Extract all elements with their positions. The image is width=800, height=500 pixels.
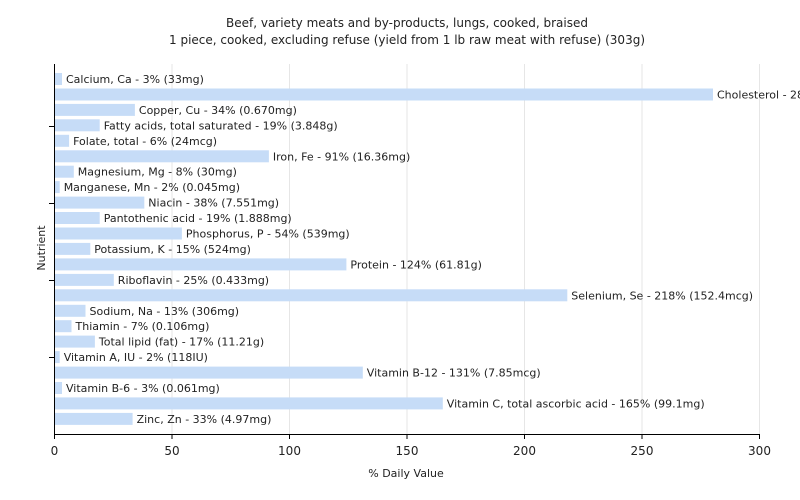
bar [55, 103, 135, 116]
bar-label: Vitamin B-6 - 3% (0.061mg) [66, 382, 220, 395]
bar-label: Potassium, K - 15% (524mg) [94, 243, 251, 256]
bar [55, 88, 713, 101]
bar [55, 134, 70, 147]
bar [55, 196, 145, 209]
y-axis-label: Nutrient [35, 225, 48, 271]
bar-label: Pantothenic acid - 19% (1.888mg) [104, 212, 292, 225]
bar-label: Vitamin C, total ascorbic acid - 165% (9… [447, 397, 705, 410]
bar-label: Thiamin - 7% (0.106mg) [75, 320, 210, 333]
bar [55, 258, 347, 271]
bar-label: Manganese, Mn - 2% (0.045mg) [64, 181, 240, 194]
bar-label: Zinc, Zn - 33% (4.97mg) [137, 413, 272, 426]
bar [55, 351, 60, 364]
bar [55, 382, 62, 394]
chart-subtitle: 1 piece, cooked, excluding refuse (yield… [169, 33, 645, 47]
bar-label: Iron, Fe - 91% (16.36mg) [273, 150, 410, 163]
x-tick-label: 0 [51, 444, 59, 458]
bar [55, 397, 443, 410]
bar-label: Vitamin A, IU - 2% (118IU) [64, 351, 208, 364]
bar-label: Riboflavin - 25% (0.433mg) [118, 274, 269, 287]
bar [55, 119, 100, 132]
bar [55, 412, 133, 425]
bar-label: Niacin - 38% (7.551mg) [148, 197, 279, 210]
bar-label: Vitamin B-12 - 131% (7.85mcg) [367, 367, 541, 380]
bar [55, 320, 72, 333]
bar-label: Calcium, Ca - 3% (33mg) [66, 73, 204, 86]
bar [55, 212, 100, 224]
bar [55, 289, 568, 302]
bar-label: Copper, Cu - 34% (0.670mg) [139, 104, 297, 117]
bar [55, 242, 91, 255]
bar-label: Selenium, Se - 218% (152.4mcg) [571, 289, 753, 302]
bar [55, 366, 363, 379]
bar [55, 165, 74, 178]
x-tick-label: 100 [278, 444, 301, 458]
bar [55, 227, 182, 240]
bar-label: Cholesterol - 280% (839mg) [717, 89, 800, 102]
bar [55, 73, 62, 85]
bar-label: Fatty acids, total saturated - 19% (3.84… [104, 119, 338, 132]
bar [55, 150, 269, 163]
bar-label: Protein - 124% (61.81g) [350, 258, 482, 271]
axes: 0 50 100 150 200 250 300 [49, 64, 771, 458]
bar [55, 335, 95, 348]
x-tick-label: 200 [513, 444, 536, 458]
x-tick-label: 50 [164, 444, 179, 458]
x-tick-label: 250 [631, 444, 654, 458]
bar-label: Magnesium, Mg - 8% (30mg) [78, 166, 237, 179]
x-axis-label: % Daily Value [368, 467, 444, 480]
bar-label: Sodium, Na - 13% (306mg) [90, 305, 240, 318]
bar [55, 181, 60, 194]
chart-title: Beef, variety meats and by-products, lun… [226, 16, 588, 30]
bar-label: Phosphorus, P - 54% (539mg) [186, 228, 350, 241]
x-tick-label: 150 [396, 444, 419, 458]
bar [55, 304, 86, 317]
x-tick-label: 300 [748, 444, 771, 458]
bar-label: Total lipid (fat) - 17% (11.21g) [98, 336, 264, 349]
bar-label: Folate, total - 6% (24mcg) [73, 135, 217, 148]
bars: Calcium, Ca - 3% (33mg) Cholesterol - 280… [55, 73, 800, 426]
bar [55, 273, 114, 286]
